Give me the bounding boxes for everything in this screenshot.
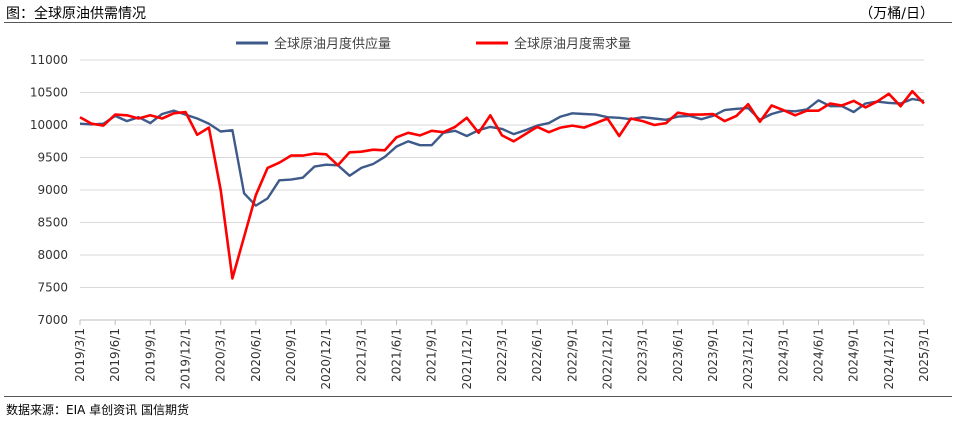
x-tick-label: 2021/9/1 [425,328,439,382]
y-tick-label: 7000 [37,313,68,327]
y-tick-label: 9500 [37,151,68,165]
x-tick-label: 2020/6/1 [249,328,263,382]
x-tick-label: 2019/3/1 [73,328,87,382]
x-tick-label: 2022/6/1 [530,328,544,382]
y-tick-label: 7500 [37,281,68,295]
x-tick-label: 2023/6/1 [671,328,685,382]
x-tick-label: 2021/12/1 [460,328,474,390]
source-note: 数据来源：EIA 卓创资讯 国信期货 [6,403,189,417]
axis-layer: 7000 7500 8000 8500 9000 9500 10000 10500 11000 2… [30,53,931,390]
x-tick-label: 2023/3/1 [636,328,650,382]
x-tick-label: 2024/6/1 [812,328,826,382]
y-tick-label: 11000 [30,53,68,67]
legend-label-supply: 全球原油月度供应量 [274,36,391,52]
y-tick-label: 10000 [30,118,68,132]
x-tick-label: 2024/12/1 [882,328,896,390]
x-tick-label: 2019/9/1 [143,328,157,382]
y-tick-label: 8500 [37,216,68,230]
x-tick-label: 2024/9/1 [847,328,861,382]
x-tick-label: 2020/3/1 [214,328,228,382]
y-tick-label: 10500 [30,86,68,100]
x-tick-label: 2021/6/1 [390,328,404,382]
footer-divider [4,396,952,397]
x-tick-label: 2021/3/1 [354,328,368,382]
x-tick-label: 2019/12/1 [179,328,193,390]
legend-label-demand: 全球原油月度需求量 [514,36,631,52]
x-tick-label: 2024/3/1 [776,328,790,382]
demand-series-line [79,89,925,280]
x-tick-label: 2022/3/1 [495,328,509,382]
x-tick-label: 2023/12/1 [741,328,755,390]
x-tick-label: 2019/6/1 [108,328,122,382]
x-tick-label: 2025/3/1 [917,328,931,382]
x-tick-label: 2020/9/1 [284,328,298,382]
series-layer [79,89,925,280]
grid-layer [80,59,924,288]
x-tick-label: 2022/12/1 [601,328,615,390]
legend: 全球原油月度供应量 全球原油月度需求量 [236,36,631,52]
y-tick-label: 9000 [37,183,68,197]
chart-title: 图：全球原油供需情况 [6,6,146,22]
y-tick-label: 8000 [37,248,68,262]
chart-header: 图：全球原油供需情况 （万桶/日） [4,2,952,23]
x-tick-label: 2022/9/1 [565,328,579,382]
unit-label: （万桶/日） [859,6,934,22]
x-tick-label: 2020/12/1 [319,328,333,390]
x-tick-label: 2023/9/1 [706,328,720,382]
